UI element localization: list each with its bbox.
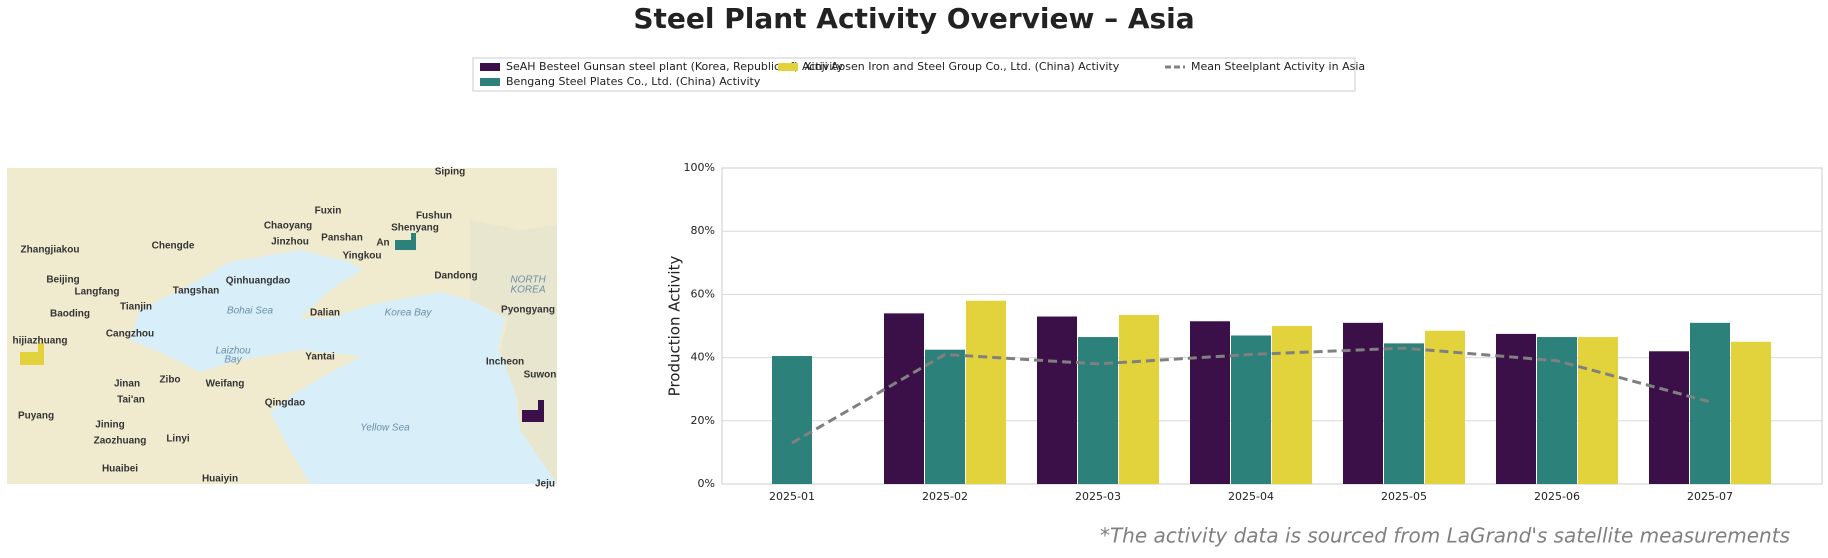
map-label: Bohai Sea bbox=[227, 306, 274, 317]
bar bbox=[966, 300, 1006, 484]
map-label: An bbox=[376, 238, 389, 249]
map-label: Huaibei bbox=[102, 464, 138, 475]
map-sea bbox=[130, 250, 557, 484]
map-label: Tai'an bbox=[117, 395, 145, 406]
x-tick-label: 2025-02 bbox=[922, 490, 968, 503]
map-label: Tianjin bbox=[120, 302, 152, 313]
map-label: Puyang bbox=[18, 411, 54, 422]
map-label: Korea Bay bbox=[385, 308, 433, 319]
footnote: *The activity data is sourced from LaGra… bbox=[1100, 524, 1790, 548]
y-axis-label: Production Activity bbox=[666, 256, 684, 397]
y-tick-label: 20% bbox=[691, 414, 715, 427]
map-label: Incheon bbox=[486, 357, 524, 368]
y-tick-label: 100% bbox=[684, 161, 715, 174]
map-label: Jeju bbox=[535, 479, 555, 490]
legend-swatch bbox=[778, 63, 798, 71]
map-label: Langfang bbox=[75, 287, 120, 298]
legend-box bbox=[472, 57, 1356, 92]
map-label: KOREA bbox=[510, 285, 545, 296]
legend-label: Bengang Steel Plates Co., Ltd. (China) A… bbox=[506, 75, 761, 88]
map-label: hijiazhuang bbox=[13, 336, 68, 347]
map-label: Bay bbox=[224, 355, 242, 366]
map-label: Dandong bbox=[434, 271, 477, 282]
bar bbox=[1649, 351, 1689, 484]
bar bbox=[1078, 337, 1118, 484]
bar bbox=[1578, 337, 1618, 484]
map-label: Laizhou bbox=[215, 346, 250, 357]
x-tick-label: 2025-06 bbox=[1534, 490, 1580, 503]
bar bbox=[1343, 322, 1383, 484]
map-label: Jinan bbox=[114, 379, 140, 390]
map-label: Shenyang bbox=[391, 223, 439, 234]
map-label: NORTH bbox=[510, 275, 546, 286]
plant-icon bbox=[522, 400, 544, 422]
plant-icon bbox=[395, 233, 416, 250]
bar bbox=[1690, 322, 1730, 484]
x-tick-label: 2025-07 bbox=[1687, 490, 1733, 503]
map-label: Jining bbox=[95, 420, 124, 431]
x-tick-label: 2025-01 bbox=[769, 490, 815, 503]
map-label: Suwon bbox=[524, 370, 557, 381]
map-label: Fushun bbox=[416, 211, 452, 222]
legend-label: SeAH Besteel Gunsan steel plant (Korea, … bbox=[506, 60, 844, 73]
map-label: Chaoyang bbox=[264, 221, 312, 232]
y-tick-label: 0% bbox=[698, 477, 715, 490]
mean-line bbox=[791, 346, 1711, 445]
map-label: Cangzhou bbox=[106, 329, 154, 340]
bar bbox=[1119, 314, 1159, 484]
map-label: Jinzhou bbox=[271, 237, 309, 248]
bar bbox=[1384, 343, 1424, 484]
map-label: Beijing bbox=[46, 275, 79, 286]
map bbox=[7, 168, 557, 484]
map-label: Linyi bbox=[166, 434, 190, 445]
map-label: Qingdao bbox=[265, 398, 306, 409]
map-label: Siping bbox=[435, 167, 466, 178]
bar bbox=[772, 356, 812, 484]
bar bbox=[1231, 335, 1271, 484]
bar bbox=[925, 349, 965, 484]
legend-label: Xinji Aosen Iron and Steel Group Co., Lt… bbox=[804, 60, 1120, 73]
map-label: Dalian bbox=[310, 308, 340, 319]
map-label: Panshan bbox=[321, 233, 363, 244]
map-label: Yellow Sea bbox=[360, 423, 410, 434]
bar bbox=[884, 313, 924, 484]
legend-swatch bbox=[480, 63, 500, 71]
x-tick-label: 2025-05 bbox=[1381, 490, 1427, 503]
y-tick-label: 60% bbox=[691, 287, 715, 300]
x-tick-label: 2025-03 bbox=[1075, 490, 1121, 503]
map-label: Chengde bbox=[152, 241, 195, 252]
map-label: Yantai bbox=[305, 352, 335, 363]
map-label: Weifang bbox=[206, 379, 245, 390]
map-label: Zhangjiakou bbox=[21, 245, 80, 256]
bar bbox=[1190, 321, 1230, 484]
map-label: Zaozhuang bbox=[94, 436, 147, 447]
map-label: Baoding bbox=[50, 309, 90, 320]
y-tick-label: 40% bbox=[691, 351, 715, 364]
map-label: Qinhuangdao bbox=[226, 276, 290, 287]
bar bbox=[1272, 326, 1312, 484]
bar bbox=[1037, 316, 1077, 484]
bar bbox=[1425, 330, 1465, 484]
chart-title: Steel Plant Activity Overview – Asia bbox=[633, 2, 1194, 35]
plant-icon bbox=[20, 343, 44, 365]
map-label: Huaiyin bbox=[202, 474, 238, 485]
legend-label: Mean Steelplant Activity in Asia bbox=[1191, 60, 1365, 73]
map-label: Yingkou bbox=[342, 251, 381, 262]
map-label: Fuxin bbox=[315, 206, 342, 217]
x-tick-label: 2025-04 bbox=[1228, 490, 1274, 503]
map-label: Tangshan bbox=[173, 286, 219, 297]
bar bbox=[1731, 341, 1771, 484]
map-label: Zibo bbox=[159, 375, 180, 386]
legend-swatch bbox=[480, 78, 500, 86]
map-label: Pyongyang bbox=[501, 305, 555, 316]
y-tick-label: 80% bbox=[691, 224, 715, 237]
